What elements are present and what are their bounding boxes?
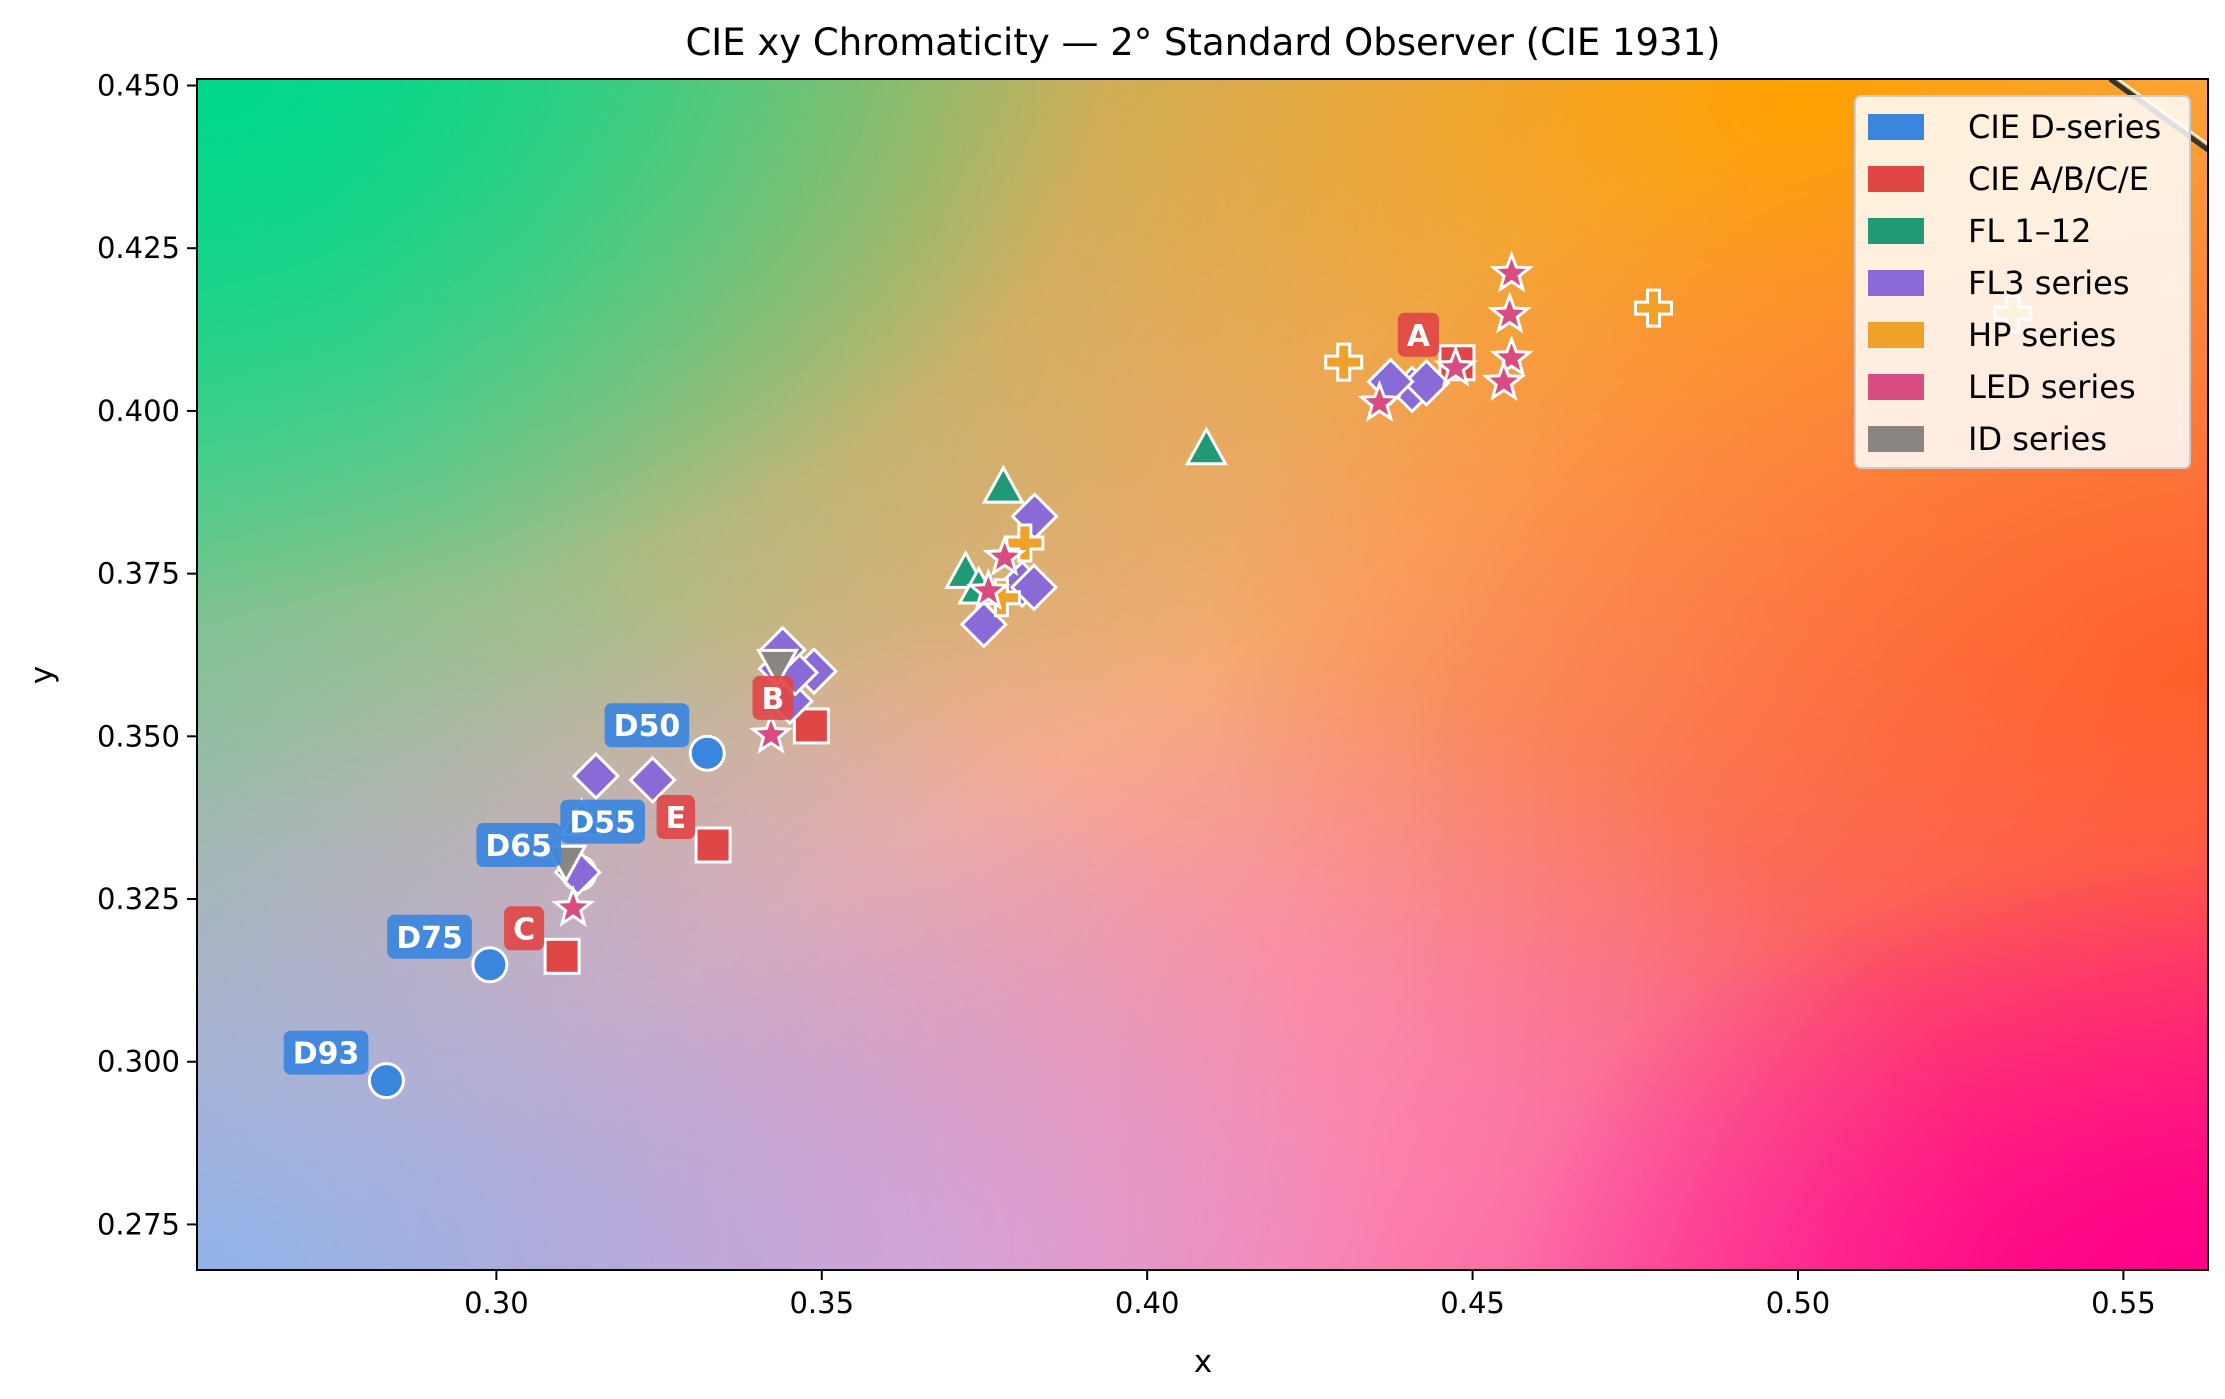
y-tick-label: 0.275 (97, 1207, 180, 1241)
data-point-plus (1634, 288, 1674, 328)
legend-label: FL3 series (1968, 264, 2130, 302)
chart-title: CIE xy Chromaticity — 2° Standard Observ… (685, 21, 1720, 64)
y-tick-label: 0.375 (97, 557, 180, 591)
annotation-box (656, 795, 696, 840)
x-tick-label: 0.35 (789, 1286, 854, 1320)
legend-swatch (1868, 322, 1924, 348)
data-point-star (551, 884, 596, 927)
data-point-triangle-up (981, 464, 1025, 504)
y-axis: 0.275 0.300 0.325 0.350 0.375 0.400 0.425 0.450 (97, 69, 197, 1241)
legend-entry: CIE A/B/C/E (1868, 160, 2149, 198)
data-markers (367, 250, 2033, 1100)
legend-label: ID series (1968, 420, 2107, 458)
data-point-square (543, 937, 581, 975)
legend-entry: ID series (1868, 420, 2107, 458)
point-annotations: D50 D55 D65 D75 D93 A B C E (283, 312, 1439, 1075)
legend-swatch (1868, 166, 1924, 192)
data-point-star (748, 711, 794, 754)
data-point-triangle-down (755, 648, 800, 688)
y-tick-label: 0.325 (97, 882, 180, 916)
x-tick-label: 0.55 (2091, 1286, 2156, 1320)
data-point-star (982, 534, 1027, 577)
annotation-box (283, 1030, 369, 1075)
data-point-plus (1324, 342, 1364, 382)
annotation-label: D75 (396, 921, 463, 956)
data-point-star (966, 567, 1011, 611)
legend-entry: HP series (1868, 316, 2116, 354)
y-tick-label: 0.300 (97, 1045, 180, 1079)
y-tick-label: 0.350 (97, 719, 180, 753)
annotation-D50: D50 (604, 703, 690, 748)
x-tick-label: 0.50 (1766, 1286, 1831, 1320)
annotation-C: C (504, 906, 545, 951)
y-tick-label: 0.425 (97, 231, 180, 265)
annotation-label: D93 (293, 1037, 360, 1072)
legend-entry: FL3 series (1868, 264, 2130, 302)
annotation-box (1397, 312, 1439, 357)
data-point-square (694, 826, 732, 864)
legend-swatch (1868, 114, 1924, 140)
data-point-plus (1005, 523, 1045, 563)
annotation-box (604, 703, 690, 748)
annotation-B: B (752, 675, 794, 720)
legend-swatch (1868, 270, 1924, 296)
y-tick-label: 0.400 (97, 394, 180, 428)
x-axis: 0.30 0.35 0.40 0.45 0.50 0.55 (464, 1270, 2156, 1320)
legend-entry: CIE D-series (1868, 108, 2161, 146)
data-point-star (1481, 359, 1526, 402)
data-point-triangle-up (1184, 426, 1228, 466)
y-tick-label: 0.450 (97, 69, 180, 103)
legend-label: CIE A/B/C/E (1968, 160, 2149, 198)
y-axis-label: y (24, 666, 60, 684)
annotation-A: A (1397, 312, 1439, 357)
annotation-box (476, 823, 562, 867)
legend-label: HP series (1968, 316, 2116, 354)
annotation-label: E (666, 801, 687, 836)
annotation-label: D55 (569, 806, 636, 841)
data-point-star (1489, 250, 1534, 293)
annotation-D55: D55 (560, 799, 645, 844)
data-point-diamond (1009, 563, 1059, 612)
annotation-label: C (513, 912, 535, 947)
plot-frame (196, 78, 2209, 1271)
legend-swatch (1868, 218, 1924, 244)
annotation-label: A (1407, 319, 1431, 354)
legend-label: LED series (1968, 368, 2136, 406)
legend-entry: FL 1–12 (1868, 212, 2091, 250)
annotation-label: D50 (614, 709, 681, 744)
data-point-diamond (1402, 358, 1451, 408)
legend-swatch (1868, 374, 1924, 400)
annotation-D93: D93 (283, 1030, 369, 1075)
annotation-D65: D65 (476, 823, 562, 867)
legend-label: CIE D-series (1968, 108, 2161, 146)
legend: CIE D-series CIE A/B/C/E FL 1–12 FL3 series… (1854, 95, 2191, 469)
data-point-diamond (628, 755, 677, 805)
x-tick-label: 0.30 (464, 1286, 529, 1320)
x-axis-label: x (1194, 1344, 1212, 1380)
legend-swatch (1868, 426, 1924, 452)
legend-label: FL 1–12 (1968, 212, 2091, 250)
legend-frame (1854, 95, 2191, 469)
data-point-star (1487, 291, 1532, 334)
data-point-star (1433, 344, 1478, 387)
x-tick-label: 0.45 (1440, 1286, 1505, 1320)
x-tick-label: 0.40 (1115, 1286, 1180, 1320)
data-point-diamond (571, 751, 621, 801)
annotation-label: B (761, 682, 784, 717)
data-point-star (1357, 379, 1402, 422)
annotation-box (560, 799, 645, 844)
series-5-markers (551, 250, 1534, 927)
annotation-box (752, 675, 794, 720)
data-point-circle (367, 1062, 405, 1100)
annotation-label: D65 (485, 829, 552, 864)
annotation-E: E (656, 795, 696, 840)
data-point-circle (688, 734, 726, 772)
annotation-D75: D75 (387, 914, 472, 959)
data-point-circle (471, 946, 509, 984)
annotation-box (504, 906, 545, 951)
annotation-box (387, 914, 472, 959)
data-point-star (1489, 334, 1534, 378)
legend-entry: LED series (1868, 368, 2136, 406)
